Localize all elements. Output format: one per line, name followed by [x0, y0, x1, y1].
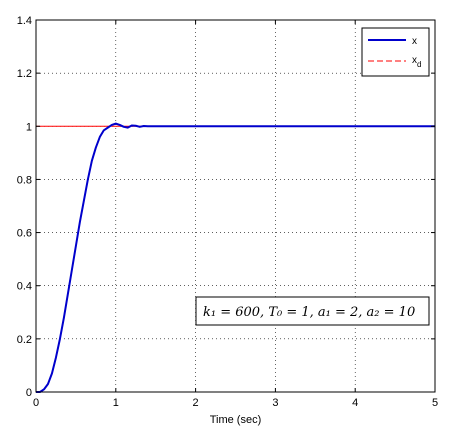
x-tick-label: 5 [432, 397, 438, 409]
y-tick-label: 0.2 [17, 334, 32, 346]
x-tick-label: 3 [272, 397, 278, 409]
y-tick-label: 0.4 [17, 281, 32, 293]
y-tick-label: 1 [26, 121, 32, 133]
parameter-annotation: k₁ = 600, T₀ = 1, a₁ = 2, a₂ = 10 [195, 296, 430, 326]
legend-label-xd-subscript: d [417, 60, 421, 69]
series-line-x [36, 122, 435, 393]
y-tick-label: 0.6 [17, 228, 32, 240]
y-tick-label: 1.4 [17, 15, 32, 27]
legend-box [361, 27, 430, 77]
x-axis-label: Time (sec) [210, 414, 262, 426]
y-tick-label: 1.2 [17, 68, 32, 80]
x-tick-label: 2 [193, 397, 199, 409]
y-tick-label: 0.8 [17, 174, 32, 186]
y-tick-label: 0 [26, 387, 32, 399]
x-tick-label: 1 [113, 397, 119, 409]
legend-label-x-main: x [412, 36, 417, 47]
annotation-box [195, 296, 430, 326]
annotation-text: k₁ = 600, T₀ = 1, a₁ = 2, a₂ = 10 [203, 305, 415, 320]
legend: x xd [361, 27, 430, 77]
axes-ticks: 0 1 2 3 4 5 0 0.2 0.4 0.6 0.8 1 1.2 1.4 [17, 15, 438, 409]
legend-label-xd-main: x [412, 55, 417, 66]
plot-area [36, 20, 435, 392]
plot-frame [35, 19, 436, 393]
legend-label-x: x [412, 36, 417, 47]
series-layer [36, 122, 435, 393]
x-tick-label: 0 [33, 397, 39, 409]
x-tick-label: 4 [352, 397, 358, 409]
legend-label-xd: xd [412, 55, 421, 69]
